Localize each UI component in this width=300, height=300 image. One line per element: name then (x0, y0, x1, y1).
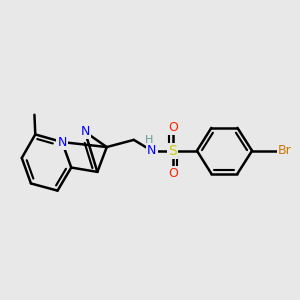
Text: N: N (57, 136, 67, 148)
Text: H: H (145, 135, 154, 145)
Text: S: S (169, 144, 177, 158)
Text: O: O (168, 167, 178, 180)
Text: N: N (147, 144, 157, 157)
Text: N: N (80, 125, 90, 138)
Text: Br: Br (278, 144, 292, 157)
Text: O: O (168, 122, 178, 134)
